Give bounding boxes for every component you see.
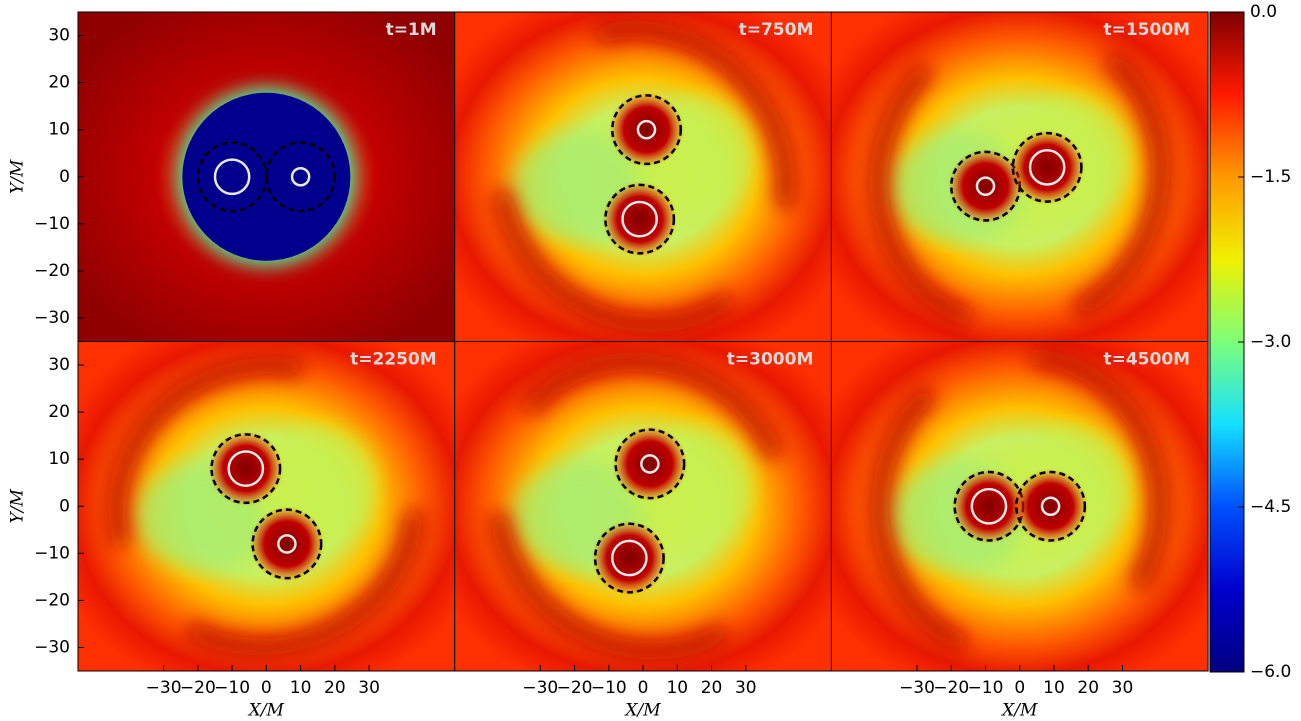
vortex	[249, 506, 324, 581]
x-tick-label: 20	[324, 678, 346, 698]
x-tick-label: 0	[261, 678, 272, 698]
y-tick-label: 30	[48, 355, 70, 375]
x-tick-label: 10	[290, 678, 312, 698]
x-tick-label: −20	[933, 678, 969, 698]
x-axis-label: X/M	[1000, 701, 1038, 718]
vortex	[612, 426, 687, 501]
y-axis-label: Y/M	[8, 488, 28, 523]
x-tick-label: 30	[358, 678, 380, 698]
y-tick-label: 0	[59, 167, 70, 187]
x-axis-label: X/M	[247, 701, 285, 718]
vortex	[609, 92, 684, 167]
x-tick-label: −30	[899, 678, 935, 698]
colorbar-tick-label: 0.0	[1250, 2, 1277, 22]
panel-title: t=750M	[739, 20, 814, 40]
panel-title: t=1M	[386, 20, 437, 40]
x-tick-label: 30	[1112, 678, 1134, 698]
y-tick-label: −30	[34, 637, 70, 657]
colorbar-tick-label: −4.5	[1250, 497, 1291, 517]
vortex	[208, 431, 283, 506]
y-tick-label: 20	[48, 73, 70, 93]
colorbar-tick-label: −1.5	[1250, 167, 1291, 187]
panel	[78, 12, 455, 342]
vortex	[602, 181, 677, 256]
y-tick-label: −30	[34, 308, 70, 328]
y-tick-label: −20	[34, 590, 70, 610]
x-tick-label: −10	[591, 678, 627, 698]
y-tick-label: 10	[48, 120, 70, 140]
x-tick-label: 20	[701, 678, 723, 698]
vortex	[1013, 469, 1088, 544]
y-tick-label: −10	[34, 543, 70, 563]
panel	[831, 0, 1208, 366]
y-tick-label: 10	[48, 449, 70, 469]
y-tick-label: −20	[34, 261, 70, 281]
x-tick-label: 20	[1077, 678, 1099, 698]
figure: t=1M3020100−10−20−30Y/Mt=750Mt=1500Mt=22…	[0, 0, 1301, 717]
x-tick-label: −20	[557, 678, 593, 698]
x-tick-label: −10	[214, 678, 250, 698]
x-tick-label: 10	[666, 678, 688, 698]
colorbar-tick-label: −3.0	[1250, 332, 1291, 352]
panel	[78, 332, 455, 680]
x-tick-label: 30	[735, 678, 757, 698]
panel-title: t=4500M	[1103, 350, 1190, 370]
y-tick-label: 0	[59, 496, 70, 516]
y-tick-label: 30	[48, 26, 70, 46]
panel-title: t=3000M	[727, 350, 814, 370]
panel	[831, 342, 1208, 672]
x-tick-label: −30	[522, 678, 558, 698]
x-tick-label: 10	[1043, 678, 1065, 698]
vortex	[592, 520, 667, 595]
x-axis-label: X/M	[623, 701, 661, 718]
panel	[442, 0, 843, 380]
x-tick-label: −20	[180, 678, 216, 698]
x-tick-label: 0	[1014, 678, 1025, 698]
y-tick-label: −10	[34, 214, 70, 234]
x-tick-label: 0	[638, 678, 649, 698]
y-tick-label: 20	[48, 402, 70, 422]
vortex	[1009, 130, 1084, 205]
y-axis-label: Y/M	[8, 159, 28, 194]
x-tick-label: −30	[146, 678, 182, 698]
panel-title: t=2250M	[350, 350, 437, 370]
panel-title: t=1500M	[1103, 20, 1190, 40]
colorbar-tick-label: −6.0	[1250, 662, 1291, 682]
x-tick-label: −10	[968, 678, 1004, 698]
